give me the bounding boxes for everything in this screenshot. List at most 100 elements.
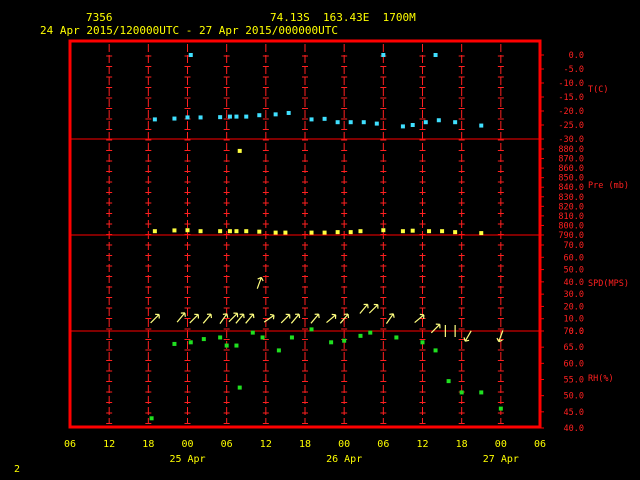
- vector-shaft: [280, 314, 291, 324]
- wind-vector: [430, 323, 441, 334]
- temp-point: [400, 124, 405, 129]
- rh-point: [250, 330, 255, 335]
- value-tick-label: 45.0: [564, 408, 584, 418]
- value-tick-label: 20.0: [564, 302, 584, 312]
- temp-point: [185, 115, 190, 120]
- pres-point: [479, 231, 484, 236]
- temp-point: [436, 118, 441, 123]
- vector-head: [498, 339, 503, 343]
- panel-label-pres: Pre (mb): [588, 181, 629, 191]
- wind-vector: [339, 313, 350, 324]
- value-tick-label: 800.0: [558, 221, 584, 231]
- vector-shaft: [359, 303, 369, 314]
- rh-point: [218, 335, 223, 340]
- rh-point: [188, 340, 193, 345]
- rh-point: [420, 340, 425, 345]
- temp-point: [218, 115, 223, 120]
- wind-vector: [150, 313, 160, 324]
- pres-point: [234, 229, 239, 234]
- vector-shaft: [385, 313, 394, 324]
- rh-point: [201, 337, 206, 342]
- pres-point: [198, 229, 203, 234]
- time-tick-label: 18: [142, 439, 154, 450]
- vector-shaft: [498, 330, 504, 342]
- vector-head: [257, 276, 262, 280]
- rh-point: [446, 379, 451, 384]
- value-tick-label: 850.0: [558, 174, 584, 184]
- pres-point: [218, 229, 223, 234]
- time-tick-label: 00: [181, 439, 193, 450]
- rh-point: [329, 340, 334, 345]
- rh-point: [394, 335, 399, 340]
- temp-point: [361, 120, 366, 125]
- value-tick-label: 70.0: [564, 327, 584, 337]
- pres-point: [358, 229, 363, 234]
- vector-head: [226, 313, 229, 318]
- value-tick-label: 55.0: [564, 376, 584, 386]
- rh-point: [234, 343, 239, 348]
- temp-point: [335, 120, 340, 125]
- plot-frame: [68, 39, 542, 429]
- value-tick-label: 30.0: [564, 290, 584, 300]
- pres-point: [273, 230, 278, 235]
- temp-point: [286, 110, 291, 115]
- wind-vector: [359, 303, 369, 314]
- pres-point: [283, 230, 288, 235]
- vector-shaft: [430, 323, 441, 334]
- value-tick-label: 820.0: [558, 202, 584, 212]
- pres-point: [227, 229, 232, 234]
- time-tick-label: 18: [456, 439, 468, 450]
- value-tick-label: 70.0: [564, 241, 584, 251]
- panel-label-temp: T(C): [588, 85, 608, 95]
- pres-point: [410, 228, 415, 233]
- value-tick-label: 60.0: [564, 359, 584, 369]
- vector-shaft: [235, 313, 245, 324]
- rh-point: [358, 333, 363, 338]
- temp-point: [244, 114, 249, 119]
- wind-vector: [310, 313, 320, 324]
- value-tick-label: -5.0: [564, 65, 584, 75]
- value-tick-label: -10.0: [558, 79, 584, 89]
- vector-shaft: [339, 313, 349, 324]
- time-tick-label: 06: [64, 439, 76, 450]
- value-tick-label: 50.0: [564, 392, 584, 402]
- vector-head: [222, 313, 227, 315]
- vector-shaft: [219, 313, 228, 324]
- panel-label-wind: SPD(MPS): [588, 279, 629, 289]
- temp-point: [152, 117, 157, 122]
- pres-point: [257, 229, 262, 234]
- value-tick-label: -15.0: [558, 93, 584, 103]
- wind-vector: [496, 330, 504, 343]
- station-id: 7356: [86, 11, 113, 24]
- vector-shaft: [464, 330, 472, 342]
- value-tick-label: -20.0: [558, 107, 584, 117]
- wind-vector: [368, 303, 379, 314]
- wind-vector: [326, 313, 337, 324]
- pres-point: [400, 229, 405, 234]
- panel-label-rh: RH(%): [588, 374, 614, 384]
- wind-vector: [176, 312, 186, 323]
- value-tick-labels: 0.0 -5.0 -10.0 -15.0 -20.0 -25.0 -30.0 T(C) 880.…: [540, 51, 629, 434]
- rh-point: [368, 330, 373, 335]
- pres-point: [348, 230, 353, 235]
- value-tick-label: 840.0: [558, 183, 584, 193]
- vector-head: [260, 277, 264, 282]
- temp-point: [374, 121, 379, 126]
- value-tick-label: 870.0: [558, 155, 584, 165]
- value-tick-label: 810.0: [558, 212, 584, 222]
- vector-shaft: [202, 313, 212, 324]
- temp-point: [172, 116, 177, 121]
- temp-point: [433, 53, 438, 57]
- rh-point: [149, 416, 154, 421]
- vector-head: [496, 337, 500, 342]
- date-label: 26 Apr: [326, 454, 362, 465]
- time-tick-label: 12: [260, 439, 272, 450]
- time-tick-label: 06: [534, 439, 546, 450]
- temp-point: [257, 113, 262, 118]
- value-tick-label: 830.0: [558, 193, 584, 203]
- rh-point: [309, 327, 314, 332]
- vector-head: [463, 337, 466, 342]
- pres-point: [309, 230, 314, 235]
- vector-head: [269, 313, 275, 316]
